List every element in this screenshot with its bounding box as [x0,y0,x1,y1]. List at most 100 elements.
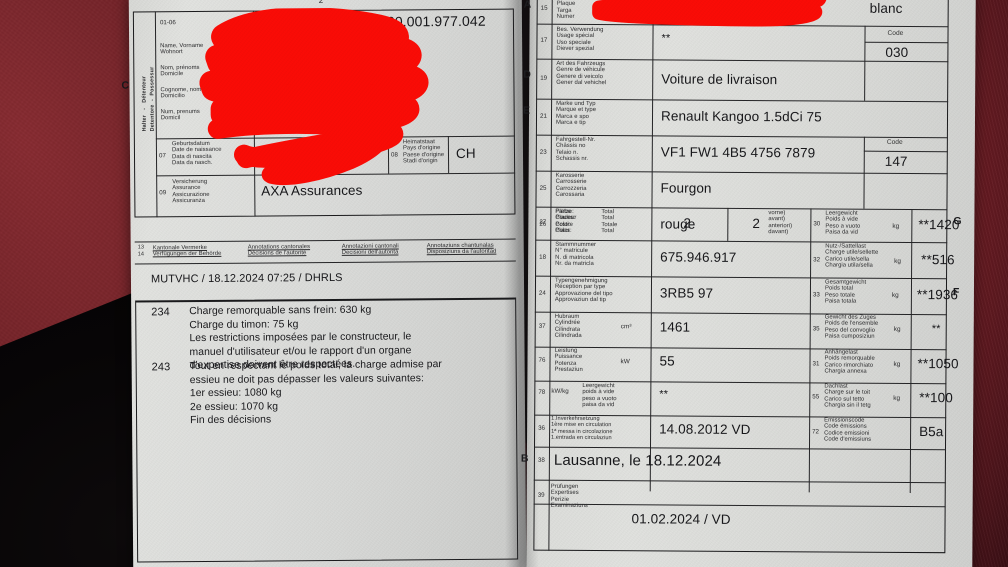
section-letter-a: A [523,0,532,11]
row-30-num: 30 [813,220,821,228]
insurance-value: AXA Assurances [261,182,363,199]
row-27-front-value: 2 [752,216,761,232]
cantonal-header-fr: Annotations cantonales Décisions de l'au… [247,244,311,257]
row-27-total-value: 2 [683,215,692,231]
row-25-label: Karosserie Carrosserie Carrozzeria Caros… [555,172,587,198]
holder-label-rm: Num, prenums Domicil [160,108,200,122]
row-76-value: 55 [659,353,675,369]
row-38-value: Lausanne, le 18.12.2024 [553,451,722,470]
row-27-label-total: Total Total Totale Total [601,209,618,235]
row-19-code-header: Code [887,29,904,37]
row-55-value: **100 [919,390,953,406]
row-76-unit: kW [620,358,630,366]
row-38-num: 38 [537,456,545,464]
cantonal-header-it: Annotazioni cantonali Decisioni dell'aut… [341,243,399,257]
cantonal-num-14: 14 [137,251,145,258]
row-23-num: 23 [539,148,547,156]
row-35-value: ** [931,323,941,336]
cantonal-header-de: Kantonale Vermerke Verfügungen der Behör… [152,244,222,258]
row-72-num: 72 [812,428,820,436]
divider-seats-total [727,207,729,241]
row-78-value: ** [659,388,669,401]
row-35-unit: kg [893,325,901,333]
row-24-value: 3RB5 97 [659,285,714,301]
row-27-front-label: vorne) avant) anteriori) davant) [768,210,793,236]
row-76-label: Leistung Puissance Potenza Prestaziun [554,347,583,373]
page-number-top: 2 [318,0,324,6]
cantonal-num-13: 13 [137,244,144,251]
birth-value: 21.04.19 [260,146,315,162]
row-33-num: 33 [812,291,820,299]
row-55-unit: kg [893,394,901,402]
row-19-num: 19 [540,74,548,82]
divider-17-right [864,25,866,61]
section-letter-b: B [520,452,529,465]
decision-code-243: 243 [151,361,171,374]
row-30-label: Leergewicht Poids à vide Peso a vuoto Pa… [825,210,861,236]
decision-text-243: Tout en respectant le poids total, la ch… [189,359,442,427]
row-39-label: Prüfungen Expertises Perizie Examinaziun… [550,483,588,509]
row-21-num: 21 [539,112,547,120]
row-30-unit: kg [892,222,900,230]
holder-vertical-label-2: Detentore - Possessur [149,66,156,132]
row-21-label: Marke und Typ Marque et type Marca e spo… [555,100,597,126]
row-27-num: 27 [539,218,547,226]
origin-field-num: 08 [390,151,398,159]
row-30-value: **1420 [918,217,960,233]
row-36-value: 14.08.2012 VD [659,421,751,437]
row-31-unit: kg [893,360,901,368]
row-17-value: ** [661,32,671,45]
row-55-num: 55 [812,393,820,401]
row-19-code-value: 030 [885,44,909,60]
row-32-unit: kg [894,257,902,265]
decision-code-234: 234 [151,306,170,319]
row-25-value: Fourgon [660,180,712,196]
row-18-label: Stammnummer N° matricule N. di matricola… [555,241,597,267]
insurance-field-num: 09 [159,189,167,197]
row-24-label: Typengenehmigung Réception par type Appr… [554,277,613,304]
origin-label: Heimatstaat Pays d'origine Paese d'origi… [402,139,445,165]
row-25-num: 25 [539,184,547,192]
row-31-label: Anhängelast Poids remorquable Carico rim… [824,349,875,375]
divider-26-right [863,172,865,209]
row-37-unit: cm³ [620,323,632,331]
row-15-label: Schild Plaque Targa Numer [556,0,576,20]
row-23-value: VF1 FW1 4B5 4756 7879 [660,144,816,161]
row-55-label: Dachlast Charge sur le toit Carico sul t… [824,383,871,409]
row-24-num: 24 [538,289,546,297]
holder-label-it: Cognome, nomi Domicilio [160,86,203,100]
cantonal-header-rm: Annotaziuns chantunalas Disposiziuns da … [426,242,497,256]
reference-number: 00.001.977.042 [386,12,486,30]
row-31-value: **1050 [917,356,959,372]
row-35-label: Gewicht des Zuges Poids de l'ensemble Pe… [824,314,879,340]
row-17-label: Bes. Verwendung Usage spécial Uso specia… [556,26,604,52]
section-letter-e: E [523,104,531,117]
birth-field-num: 07 [158,152,166,160]
row-37-num: 37 [538,322,546,330]
row-18-value: 675.946.917 [660,249,737,265]
row-23-label: Fahrgestell-Nr. Châssis no Telaio n. Sch… [555,136,596,162]
row-35-num: 35 [812,325,820,333]
row-39-num: 39 [537,491,545,499]
row-17-num: 17 [540,36,548,44]
row-76-num: 76 [538,356,546,364]
row-78-label: Leergewicht poids à vide peso a vuoto pa… [582,382,617,409]
document-left-page: 2 C Halter - Détenteur Detentore - Posse… [121,0,527,567]
cantonal-stamp-line: MUTVHC / 18.12.2024 07:25 / DHRLS [150,271,343,286]
holder-field-code: 01-06 [159,19,176,27]
row-72-label: Emissionscode Code émissions Codice emis… [824,417,872,443]
row-25-code-header: Code [886,138,903,146]
origin-value: CH [455,145,476,161]
row-32-num: 32 [813,256,821,264]
row-72-value: B5a [919,424,944,440]
row-31-num: 31 [812,360,820,368]
divider-cantonal-bottom [134,260,516,265]
row-15-colour-value: blanc [869,0,903,16]
row-33-label: Gesamtgewicht Poids total Peso totale Pa… [824,279,867,305]
holder-label-de: Name, Vorname Wohnort [160,42,204,56]
row-33-unit: kg [891,291,899,299]
row-78-unit-prefix: kW/kg [551,387,569,395]
row-25-code-value: 147 [884,153,908,169]
divider-cantonal-top [134,238,516,243]
birth-label: Geburtsdatum Date de naissance Data di n… [171,140,222,167]
